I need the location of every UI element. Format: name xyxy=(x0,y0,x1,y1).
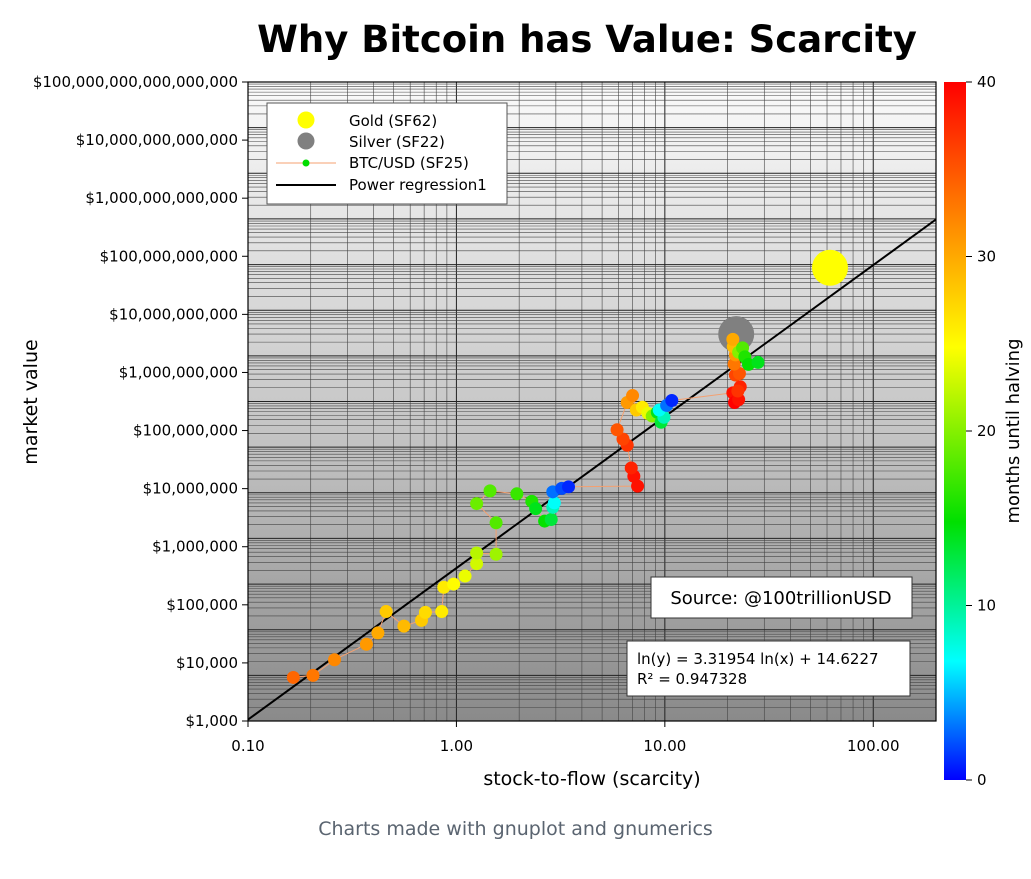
x-axis-label: stock-to-flow (scarcity) xyxy=(483,768,700,790)
x-tick-label: 10.00 xyxy=(643,737,686,755)
btc-point xyxy=(418,605,432,619)
legend-gold-label: Gold (SF62) xyxy=(349,112,437,130)
btc-point xyxy=(470,557,484,571)
data-points xyxy=(286,249,848,684)
btc-point xyxy=(751,355,765,369)
legend-btc-marker xyxy=(302,159,310,167)
colorbar-ticks: 0 10 20 30 40 xyxy=(966,73,996,789)
source-annotation: Source: @100trillionUSD xyxy=(650,576,913,619)
y-axis-ticks: $1,000 $10,000 $100,000 $1,000,000 $10,000,0… xyxy=(33,73,248,730)
y-tick-label: $1,000,000,000,000 xyxy=(85,189,238,207)
legend-gold-marker xyxy=(297,111,315,129)
x-tick-label: 0.10 xyxy=(231,737,264,755)
colorbar-gradient xyxy=(944,82,966,780)
y-tick-label: $100,000 xyxy=(166,596,238,614)
figure-caption: Charts made with gnuplot and gnumerics xyxy=(318,818,713,840)
x-axis-ticks: 0.10 1.00 10.00 100.00 xyxy=(231,721,900,755)
colorbar-tick-label: 0 xyxy=(977,771,987,789)
btc-point xyxy=(359,637,373,651)
btc-point xyxy=(286,670,300,684)
btc-point xyxy=(327,653,341,667)
btc-point xyxy=(544,512,558,526)
btc-point xyxy=(529,502,543,516)
btc-point xyxy=(483,484,497,498)
y-tick-label: $100,000,000,000 xyxy=(100,247,238,265)
btc-point xyxy=(616,432,630,446)
btc-point xyxy=(435,605,449,619)
source-box xyxy=(650,576,913,619)
btc-point xyxy=(732,367,746,381)
btc-point xyxy=(458,569,472,583)
equation-text: ln(y) = 3.31954 ln(x) + 14.6227 xyxy=(637,650,879,668)
colorbar-tick-label: 30 xyxy=(977,248,996,266)
btc-point xyxy=(371,626,385,640)
btc-point xyxy=(470,546,484,560)
btc-point xyxy=(624,461,638,475)
btc-point xyxy=(626,389,640,403)
y-tick-label: $100,000,000 xyxy=(133,422,238,440)
colorbar-tick-label: 20 xyxy=(977,422,996,440)
source-text: Source: @100trillionUSD xyxy=(670,588,891,609)
y-tick-label: $10,000,000 xyxy=(143,480,238,498)
legend: Gold (SF62) Silver (SF22) BTC/USD (SF25)… xyxy=(266,102,508,205)
btc-point xyxy=(631,479,645,493)
legend-silver-marker xyxy=(297,132,315,150)
btc-point xyxy=(665,394,679,408)
x-tick-label: 1.00 xyxy=(440,737,473,755)
btc-point xyxy=(397,619,411,633)
chart: Why Bitcoin has Value: Scarcity $1,000$1… xyxy=(20,18,1024,790)
y-tick-label: $1,000,000,000 xyxy=(119,363,238,381)
y-tick-label: $10,000,000,000,000 xyxy=(76,131,238,149)
r-squared-text: R² = 0.947328 xyxy=(637,670,747,688)
btc-point xyxy=(489,547,503,561)
colorbar-tick-label: 10 xyxy=(977,597,996,615)
btc-point xyxy=(447,577,461,591)
btc-point xyxy=(610,423,624,437)
y-tick-label: $10,000 xyxy=(176,654,238,672)
y-tick-label: $100,000,000,000,000,000 xyxy=(33,73,238,91)
regression-line xyxy=(248,218,936,721)
btc-point xyxy=(470,497,484,511)
legend-silver-label: Silver (SF22) xyxy=(349,133,445,151)
plot-frame xyxy=(247,81,937,722)
btc-point xyxy=(731,384,745,398)
gold-point xyxy=(811,249,848,286)
legend-btc-label: BTC/USD (SF25) xyxy=(349,154,469,172)
y-tick-label: $1,000 xyxy=(186,712,239,730)
btc-point xyxy=(379,605,393,619)
equation-annotation: ln(y) = 3.31954 ln(x) + 14.6227 R² = 0.9… xyxy=(626,640,911,697)
y-tick-label: $10,000,000,000 xyxy=(109,305,238,323)
x-tick-label: 100.00 xyxy=(847,737,900,755)
legend-regression-label: Power regression1 xyxy=(349,176,487,194)
btc-point xyxy=(306,668,320,682)
btc-point xyxy=(726,332,740,346)
y-tick-label: $1,000,000 xyxy=(152,538,238,556)
btc-point xyxy=(437,580,451,594)
colorbar-tick-label: 40 xyxy=(977,73,996,91)
colorbar: 0 10 20 30 40 months until halving xyxy=(944,73,1024,789)
colorbar-label: months until halving xyxy=(1003,338,1024,523)
btc-point xyxy=(489,516,503,530)
btc-point xyxy=(510,487,524,501)
btc-point xyxy=(547,496,561,510)
y-axis-label: market value xyxy=(20,339,42,464)
equation-box xyxy=(626,640,911,697)
btc-point xyxy=(562,480,576,494)
chart-title: Why Bitcoin has Value: Scarcity xyxy=(257,18,917,61)
